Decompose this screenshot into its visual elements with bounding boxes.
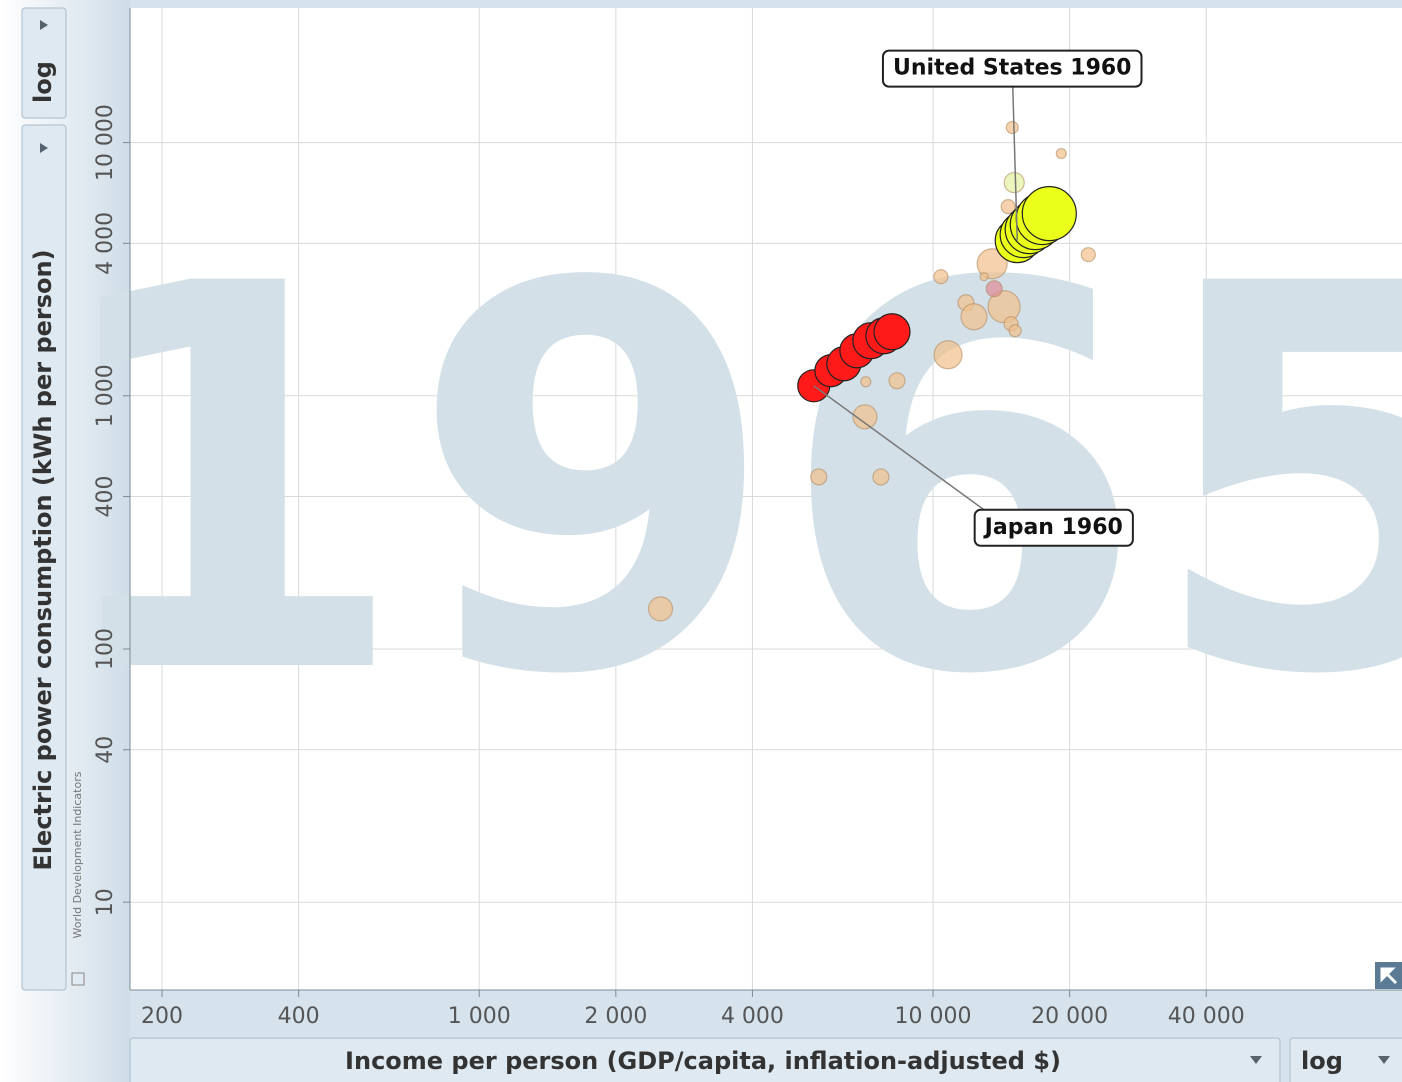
dropdown-arrow <box>1250 1056 1262 1064</box>
x-tick-label: 10 000 <box>895 1004 972 1029</box>
y-scale-label: log <box>29 61 57 103</box>
x-tick-label: 1 000 <box>448 1004 511 1029</box>
bubble <box>1008 324 1022 338</box>
bubble <box>933 269 949 285</box>
bubble <box>1000 199 1016 215</box>
plot-area <box>130 8 1402 990</box>
year-watermark: 1965 <box>40 173 1402 790</box>
x-tick-label: 40 000 <box>1168 1004 1245 1029</box>
y-axis-title: Electric power consumption (kWh per pers… <box>29 249 57 870</box>
x-indicator-selector[interactable] <box>129 1037 1281 1082</box>
x-tick-label: 400 <box>278 1004 320 1029</box>
annotation-label: United States 1960 <box>893 56 1132 81</box>
x-scale-label: log <box>1301 1047 1343 1075</box>
bubble <box>1005 120 1019 135</box>
grid <box>130 8 1402 990</box>
bubble <box>1055 147 1067 160</box>
bubble <box>1003 171 1025 194</box>
x-tick-label: 20 000 <box>1031 1004 1108 1029</box>
y-tick-label: 4 000 <box>93 212 118 275</box>
bubble <box>933 340 963 370</box>
y-tick-label: 1 000 <box>93 364 118 427</box>
table-icon[interactable] <box>71 972 85 986</box>
bubble <box>888 372 906 390</box>
y-tick-label: 400 <box>93 476 118 518</box>
bubble <box>852 404 878 430</box>
source-label: World Development Indicators <box>71 771 84 938</box>
x-axis-title: Income per person (GDP/capita, inflation… <box>345 1047 1061 1075</box>
annotation-label: Japan 1960 <box>983 515 1123 540</box>
annotation-box <box>973 508 1134 547</box>
annotation: Japan 1960 <box>973 508 1134 547</box>
expand-icon <box>1380 967 1398 985</box>
x-scale-selector[interactable] <box>1289 1037 1402 1082</box>
bubble <box>810 468 828 486</box>
dropdown-arrow <box>40 143 48 153</box>
annotation: United States 1960 <box>881 49 1143 88</box>
y-scale-selector[interactable] <box>21 7 67 119</box>
bubble <box>872 468 890 486</box>
bubble <box>979 272 989 282</box>
x-tick-label: 2 000 <box>584 1004 647 1029</box>
bubble <box>976 248 1008 280</box>
x-tick-label: 200 <box>141 1004 183 1029</box>
y-tick-label: 40 <box>93 736 118 764</box>
bubble <box>647 596 674 622</box>
bubble <box>1080 247 1096 263</box>
leader-line <box>1011 68 1018 241</box>
dropdown-arrow <box>40 20 48 30</box>
y-indicator-selector[interactable] <box>21 124 67 991</box>
bubble <box>960 303 988 331</box>
leader-line <box>813 385 1010 529</box>
y-tick-label: 100 <box>93 628 118 670</box>
x-tick-label: 4 000 <box>721 1004 784 1029</box>
bubble <box>985 280 1003 298</box>
y-tick-label: 10 <box>93 888 118 916</box>
y-tick-label: 10 000 <box>93 104 118 181</box>
annotation-box <box>881 49 1143 88</box>
dropdown-arrow <box>1378 1056 1390 1064</box>
bubble <box>873 313 911 351</box>
bubble <box>860 376 872 388</box>
bubble <box>1021 186 1077 242</box>
bubbles <box>647 120 1096 622</box>
